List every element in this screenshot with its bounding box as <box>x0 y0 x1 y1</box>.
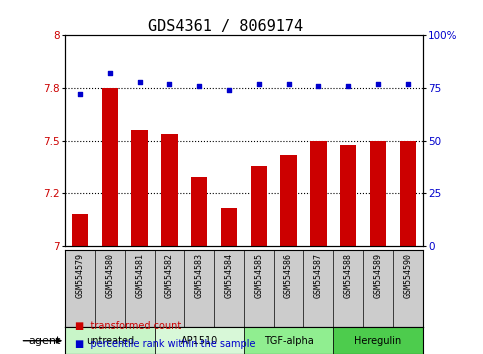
Bar <box>281 155 297 246</box>
Text: GSM554584: GSM554584 <box>225 253 233 298</box>
Point <box>225 87 233 93</box>
Bar <box>340 145 356 246</box>
Bar <box>72 215 88 246</box>
Title: GDS4361 / 8069174: GDS4361 / 8069174 <box>148 19 304 34</box>
Bar <box>370 141 386 246</box>
Bar <box>310 141 327 246</box>
Text: GSM554582: GSM554582 <box>165 253 174 298</box>
Text: GSM554581: GSM554581 <box>135 253 144 298</box>
Text: untreated: untreated <box>86 336 134 346</box>
Point <box>285 81 293 87</box>
Text: GSM554587: GSM554587 <box>314 253 323 298</box>
Text: TGF-alpha: TGF-alpha <box>264 336 313 346</box>
Bar <box>191 177 207 246</box>
Point <box>255 81 263 87</box>
Point <box>344 83 352 89</box>
Bar <box>244 327 333 354</box>
Bar <box>102 88 118 246</box>
Text: Heregulin: Heregulin <box>355 336 401 346</box>
Bar <box>221 208 237 246</box>
Point <box>314 83 322 89</box>
Bar <box>65 327 155 354</box>
Text: ■  percentile rank within the sample: ■ percentile rank within the sample <box>75 339 256 349</box>
Point <box>374 81 382 87</box>
Text: GSM554579: GSM554579 <box>76 253 85 298</box>
Text: agent: agent <box>28 336 60 346</box>
Point <box>404 81 412 87</box>
Bar <box>399 141 416 246</box>
Point <box>195 83 203 89</box>
Bar <box>161 135 178 246</box>
Bar <box>155 327 244 354</box>
Point <box>136 79 143 85</box>
Point <box>166 81 173 87</box>
Text: GSM554583: GSM554583 <box>195 253 204 298</box>
Text: GSM554589: GSM554589 <box>373 253 383 298</box>
Text: GSM554586: GSM554586 <box>284 253 293 298</box>
Text: AP1510: AP1510 <box>181 336 218 346</box>
Text: GSM554590: GSM554590 <box>403 253 412 298</box>
Point <box>106 70 114 76</box>
Point <box>76 92 84 97</box>
Text: GSM554580: GSM554580 <box>105 253 114 298</box>
Bar <box>131 130 148 246</box>
Bar <box>251 166 267 246</box>
Bar <box>333 327 423 354</box>
Text: GSM554588: GSM554588 <box>344 253 353 298</box>
Text: GSM554585: GSM554585 <box>255 253 263 298</box>
Text: ■  transformed count: ■ transformed count <box>75 321 181 331</box>
